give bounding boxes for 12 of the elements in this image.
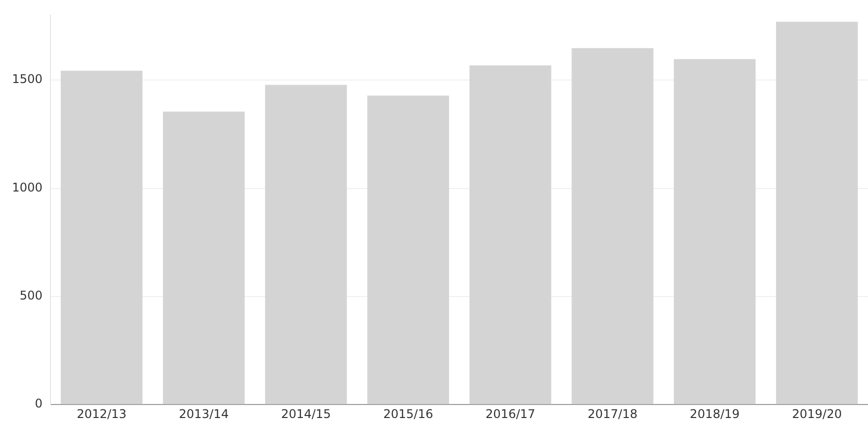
x-tick-label: 2017/18 bbox=[588, 406, 638, 421]
x-tick-label: 2014/15 bbox=[281, 406, 331, 421]
x-tick-label: 2016/17 bbox=[485, 406, 536, 421]
x-tick-label: 2015/16 bbox=[383, 406, 434, 421]
x-tick-label: 2013/14 bbox=[178, 406, 229, 421]
x-tick-label: 2012/13 bbox=[76, 406, 127, 421]
x-tick-label: 2019/20 bbox=[792, 406, 842, 421]
x-tick-label: 2018/19 bbox=[690, 406, 740, 421]
y-tick-label: 1000 bbox=[12, 180, 43, 194]
y-tick-label: 1500 bbox=[12, 72, 43, 86]
y-tick-label: 500 bbox=[20, 288, 43, 303]
y-tick-label: 0 bbox=[34, 396, 43, 411]
